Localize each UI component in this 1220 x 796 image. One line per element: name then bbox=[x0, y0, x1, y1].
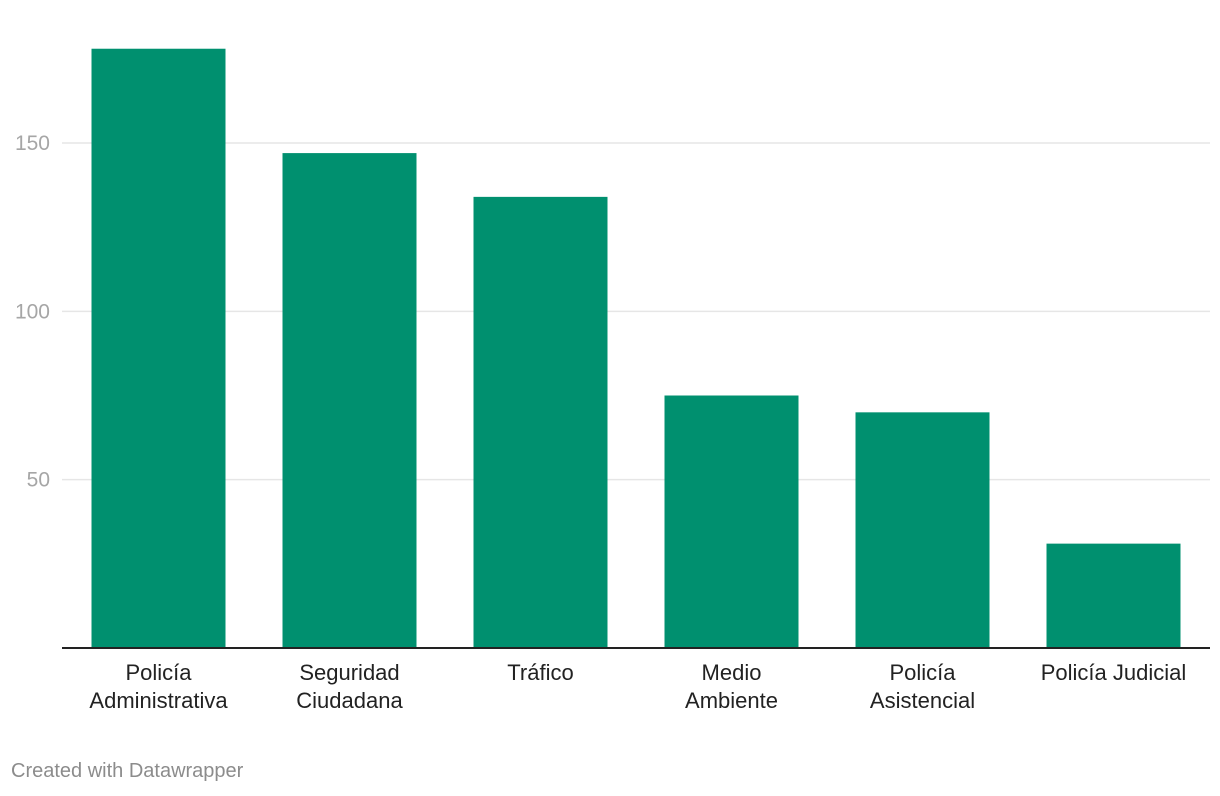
x-category-label: Medio Ambiente bbox=[685, 660, 778, 713]
bar bbox=[91, 48, 226, 648]
x-category-label: Tráfico bbox=[507, 660, 573, 685]
bar bbox=[855, 412, 990, 648]
bar bbox=[473, 196, 608, 648]
gridlines bbox=[62, 142, 1210, 481]
x-category-label: Policía Judicial bbox=[1041, 660, 1187, 685]
y-axis-ticks: 50 100 150 bbox=[15, 132, 50, 492]
x-category-label: Seguridad Ciudadana bbox=[296, 660, 403, 713]
x-axis-labels: Policía Administrativa Seguridad Ciudadana T… bbox=[89, 660, 1186, 713]
y-tick-label: 150 bbox=[15, 132, 50, 155]
x-category-label: Policía Administrativa bbox=[89, 660, 228, 713]
x-category-label: Policía Asistencial bbox=[870, 660, 975, 713]
bar bbox=[664, 395, 799, 648]
bar bbox=[1046, 543, 1181, 648]
y-tick-label: 100 bbox=[15, 300, 50, 323]
credit-text: Created with Datawrapper bbox=[11, 760, 244, 782]
y-tick-label: 50 bbox=[27, 469, 50, 492]
bar bbox=[282, 153, 417, 648]
bars bbox=[91, 48, 1181, 648]
